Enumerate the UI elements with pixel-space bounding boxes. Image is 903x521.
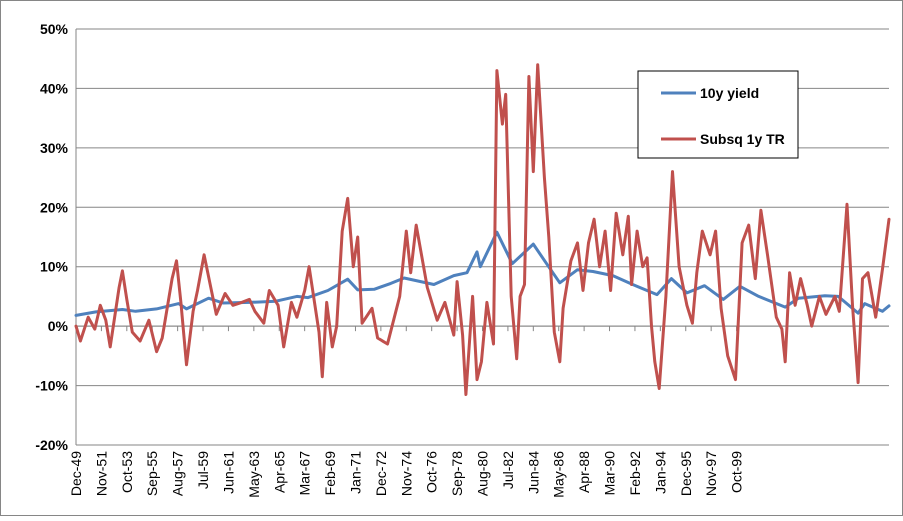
x-tick-label: Jun-84 [525, 451, 541, 494]
x-tick-label: Oct-99 [729, 451, 745, 493]
legend-label-subsq-1y-tr: Subsq 1y TR [700, 131, 785, 147]
x-tick-label: Feb-69 [322, 451, 338, 496]
x-tick-label: Sep-78 [449, 451, 465, 496]
legend: 10y yield Subsq 1y TR [637, 70, 799, 159]
x-tick-label: Mar-67 [297, 451, 313, 496]
y-tick-label: 10% [40, 259, 69, 275]
y-tick-label: -20% [35, 437, 68, 453]
y-tick-label: -10% [35, 378, 68, 394]
x-tick-label: Jun-61 [220, 451, 236, 494]
y-axis-tick-labels: -20% -10% 0% 10% 20% 30% 40% 50% [35, 21, 68, 453]
x-tick-label: Jul-59 [195, 451, 211, 489]
series-lines [74, 63, 891, 396]
x-tick-label: Dec-72 [373, 451, 389, 496]
x-tick-label: Oct-76 [424, 451, 440, 493]
y-tick-label: 30% [40, 140, 69, 156]
x-tick-label: Dec-95 [678, 451, 694, 496]
y-tick-label: 40% [40, 80, 69, 96]
x-tick-label: Nov-74 [398, 451, 414, 496]
x-tick-label: Jan-94 [652, 451, 668, 494]
x-tick-label: Feb-92 [627, 451, 643, 496]
x-tick-label: May-63 [246, 451, 262, 498]
legend-box [637, 70, 799, 159]
x-tick-label: Nov-51 [93, 451, 109, 496]
x-tick-label: Nov-97 [703, 451, 719, 496]
x-tick-label: Jan-71 [347, 451, 363, 494]
series-line-subsq-1y-tr [74, 63, 891, 396]
y-tick-label: 50% [40, 21, 69, 37]
x-tick-label: Jul-82 [500, 451, 516, 489]
x-tick-label: Aug-57 [170, 451, 186, 496]
x-tick-label: Apr-88 [576, 451, 592, 493]
legend-label-10y-yield: 10y yield [700, 85, 759, 101]
x-tick-label: Mar-90 [602, 451, 618, 496]
x-tick-label: Dec-49 [68, 451, 84, 496]
x-tick-label: Sep-55 [144, 451, 160, 496]
x-axis-tick-labels: Dec-49 Nov-51 Oct-53 Sep-55 Aug-57 Jul-59 Jun-… [68, 326, 745, 498]
y-tick-label: 0% [48, 318, 69, 334]
y-tick-label: 20% [40, 199, 69, 215]
x-tick-label: Apr-65 [271, 451, 287, 493]
x-tick-label: May-86 [551, 451, 567, 498]
x-tick-label: Aug-80 [475, 451, 491, 496]
x-tick-label: Oct-53 [119, 451, 135, 493]
